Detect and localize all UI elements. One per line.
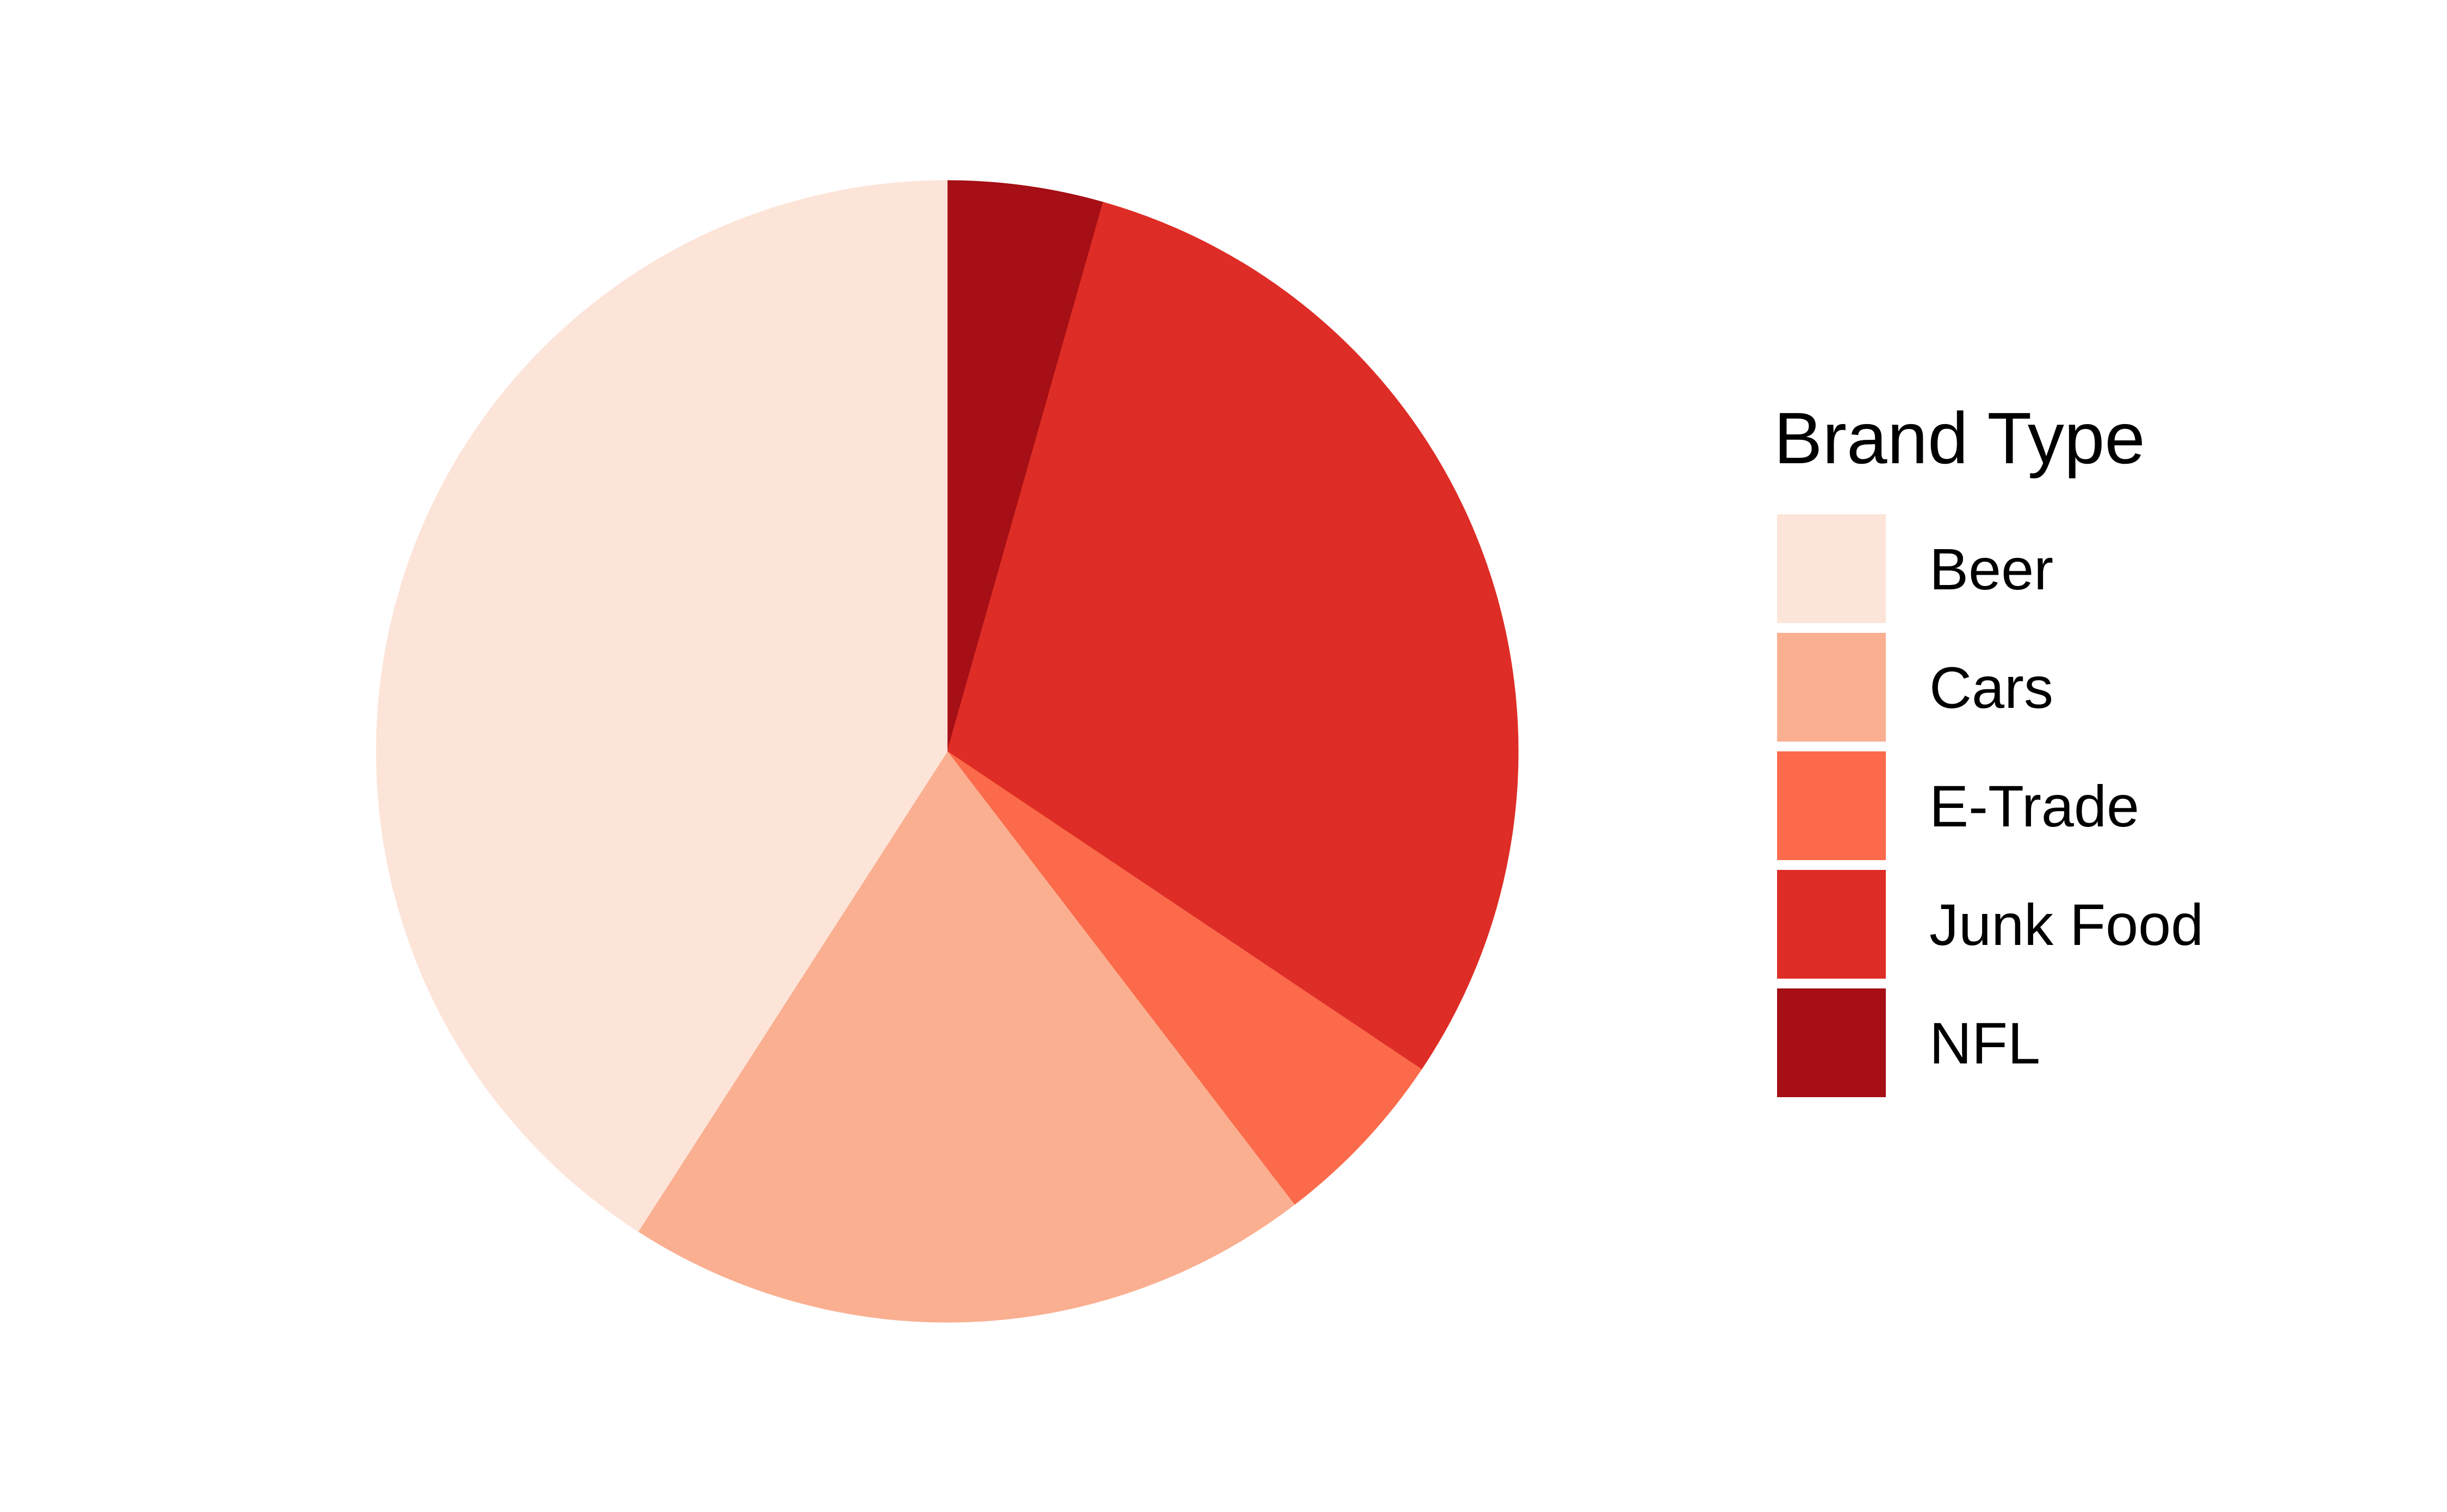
pie-slice-junk-food — [947, 202, 1519, 1070]
legend-label: E-Trade — [1929, 773, 2139, 839]
legend-key-nfl — [1777, 988, 1886, 1097]
pie-slice-nfl — [947, 180, 1104, 752]
legend-label: Beer — [1929, 536, 2053, 602]
legend-key-e-trade — [1777, 751, 1886, 860]
pie-slice-beer — [376, 180, 948, 1232]
pie-slice-cars — [638, 751, 1295, 1323]
pie-slices — [376, 180, 1519, 1323]
legend-label: NFL — [1929, 1010, 2040, 1076]
legend-label: Cars — [1929, 655, 2053, 720]
legend: Brand Type Beer Cars E-Trade Junk Food NFL — [1774, 398, 2203, 1097]
legend-label: Junk Food — [1929, 892, 2203, 957]
legend-key-junk-food — [1777, 870, 1886, 979]
legend-items: Beer Cars E-Trade Junk Food NFL — [1777, 514, 2203, 1097]
legend-key-beer — [1777, 514, 1886, 623]
legend-key-cars — [1777, 633, 1886, 742]
legend-title: Brand Type — [1774, 398, 2145, 479]
pie-slice-e-trade — [947, 751, 1422, 1205]
